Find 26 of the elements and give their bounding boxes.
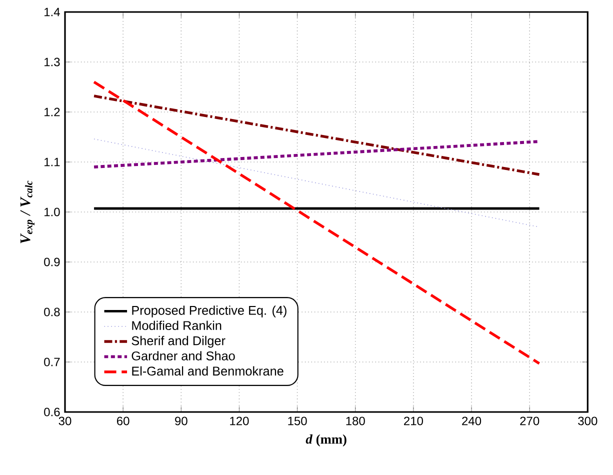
y-axis-title: V$_{exp}$ / V$_{calc}$ xyxy=(20,180,34,244)
y-tick-label: 1.1 xyxy=(44,158,60,166)
y-tick-label: 0.6 xyxy=(44,408,60,416)
y-tick-label: 1.3 xyxy=(44,58,60,66)
x-tick-label: 210 xyxy=(404,416,423,426)
x-tick-label: 30 xyxy=(58,416,72,426)
legend-label: Modified Rankin xyxy=(132,320,222,330)
legend-label: Sherif and Dilger xyxy=(132,336,226,348)
x-tick-label: 60 xyxy=(117,416,130,426)
y-tick-label: 0.7 xyxy=(44,358,60,366)
y-tick-label: 0.8 xyxy=(44,308,60,316)
legend-label: El-Gamal and Benmokrane xyxy=(132,366,284,376)
x-tick-label: 240 xyxy=(462,416,482,426)
x-tick-label: 150 xyxy=(288,416,307,426)
y-tick-label: 1.4 xyxy=(44,8,60,16)
legend-label: Gardner and Shao xyxy=(132,351,235,360)
x-tick-label: 180 xyxy=(346,416,365,426)
y-tick-label: 1.0 xyxy=(44,208,60,216)
x-tick-label: 300 xyxy=(578,416,598,426)
x-axis-title: d (mm) xyxy=(306,434,346,446)
legend-label: Proposed Predictive Eq. (4) xyxy=(132,306,286,318)
y-tick-label: 0.9 xyxy=(44,258,60,266)
y-tick-label: 1.2 xyxy=(44,108,60,116)
x-tick-label: 90 xyxy=(175,416,188,426)
x-tick-label: 120 xyxy=(230,416,249,426)
x-tick-label: 270 xyxy=(520,416,540,426)
